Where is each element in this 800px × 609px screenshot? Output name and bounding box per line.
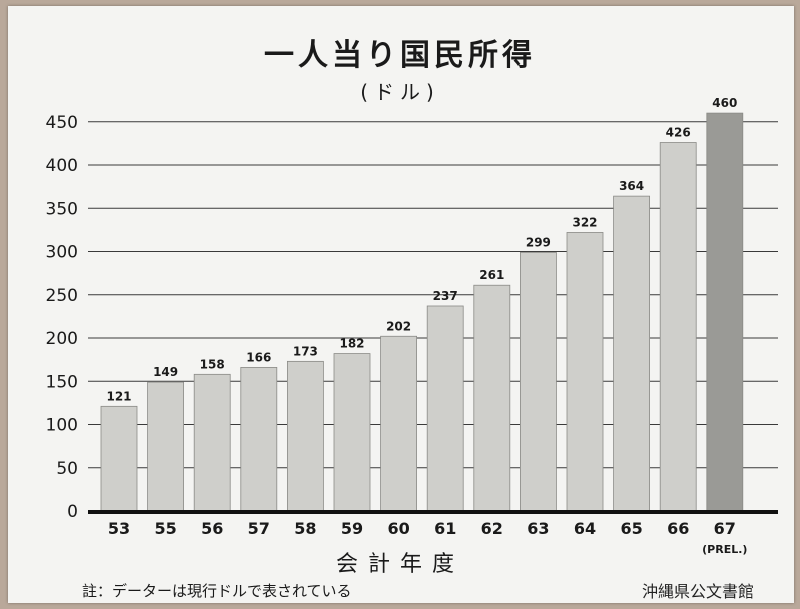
x-tick-label: 58 bbox=[294, 519, 316, 538]
data-label: 202 bbox=[386, 319, 411, 333]
unit-label: (ドル) bbox=[360, 80, 440, 104]
y-tick-label: 400 bbox=[46, 156, 78, 176]
x-tick-label: 64 bbox=[574, 519, 596, 538]
archive-stamp: 沖縄県公文書館 bbox=[642, 582, 755, 601]
x-tick-label: 60 bbox=[387, 519, 409, 538]
x-tick-label: 63 bbox=[527, 519, 549, 538]
x-tick-labels: 53 55 56 57 58 59 60 61 62 63 64 65 66 67 (PREL.) bbox=[108, 519, 748, 556]
y-tick-label: 150 bbox=[46, 372, 78, 392]
x-axis-label: 会計年度 bbox=[335, 552, 464, 577]
data-label: 149 bbox=[153, 365, 178, 379]
data-label: 173 bbox=[293, 344, 318, 358]
x-tick-label: 56 bbox=[201, 519, 223, 538]
x-tick-label: 65 bbox=[620, 519, 642, 538]
y-tick-label: 200 bbox=[46, 329, 78, 349]
data-labels: 121 149 158 166 173 182 202 237 261 299 322 364 426 4… bbox=[106, 96, 737, 403]
y-tick-label: 350 bbox=[46, 199, 78, 219]
bar bbox=[659, 142, 697, 512]
x-tick-label: 67 bbox=[714, 519, 736, 538]
bar bbox=[240, 367, 278, 512]
footnote: 註：データーは現行ドルで表されている bbox=[82, 582, 352, 600]
bar bbox=[473, 284, 511, 512]
bar bbox=[333, 353, 371, 512]
bar bbox=[566, 232, 604, 512]
data-label: 121 bbox=[106, 389, 131, 403]
x-tick-sublabel: (PREL.) bbox=[702, 543, 747, 556]
x-tick-label: 62 bbox=[481, 519, 503, 538]
bar bbox=[100, 405, 138, 512]
bar bbox=[706, 112, 744, 512]
bar bbox=[286, 360, 324, 512]
bar bbox=[520, 251, 557, 512]
bar bbox=[193, 373, 231, 512]
data-label: 299 bbox=[526, 235, 551, 249]
bar bbox=[380, 335, 418, 512]
data-label: 261 bbox=[479, 268, 504, 282]
y-tick-label: 250 bbox=[46, 286, 78, 306]
data-label: 460 bbox=[712, 96, 737, 110]
x-tick-label: 59 bbox=[341, 519, 363, 538]
y-tick-label: 0 bbox=[67, 502, 78, 522]
x-tick-label: 53 bbox=[108, 519, 130, 538]
bar bbox=[613, 195, 650, 512]
x-tick-label: 57 bbox=[248, 519, 270, 538]
data-label: 364 bbox=[619, 179, 644, 193]
bars bbox=[100, 112, 744, 512]
bar bbox=[426, 305, 464, 512]
x-tick-label: 61 bbox=[434, 519, 456, 538]
y-tick-label: 100 bbox=[46, 416, 78, 436]
data-label: 182 bbox=[339, 337, 364, 351]
x-tick-label: 55 bbox=[154, 519, 176, 538]
bar bbox=[147, 381, 185, 512]
data-label: 158 bbox=[200, 357, 225, 371]
y-tick-label: 300 bbox=[46, 243, 78, 263]
y-tick-labels: 0 50 100 150 200 250 300 350 400 450 bbox=[46, 113, 78, 522]
y-tick-label: 50 bbox=[56, 459, 78, 479]
x-tick-label: 66 bbox=[667, 519, 689, 538]
y-tick-label: 450 bbox=[46, 113, 78, 133]
data-label: 237 bbox=[433, 289, 458, 303]
chart-title: 一人当り国民所得 bbox=[264, 38, 536, 73]
data-label: 426 bbox=[666, 126, 691, 140]
data-label: 322 bbox=[572, 215, 597, 229]
data-label: 166 bbox=[246, 350, 271, 364]
